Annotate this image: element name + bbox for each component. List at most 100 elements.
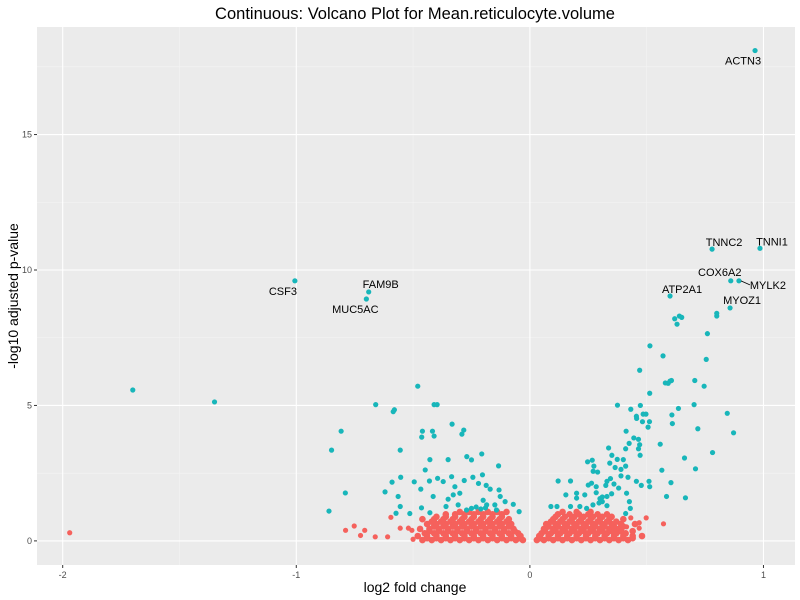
significant-point [211,399,218,405]
nonsignificant-point [643,515,649,521]
significant-point [429,428,436,434]
significant-point [478,506,484,512]
significant-point [604,503,610,509]
gene-label: MUC5AC [332,304,379,316]
significant-point [635,446,642,452]
significant-point [573,495,580,501]
significant-point [633,478,639,484]
nonsignificant-point [629,527,636,535]
significant-point [431,433,437,439]
significant-point [427,457,433,463]
significant-point [584,505,590,511]
significant-point [590,502,596,508]
gene-label: MYLK2 [750,280,786,292]
significant-point [502,499,508,505]
significant-point [461,427,467,433]
y-axis-title: -log10 adjusted p-value [5,223,21,369]
x-axis-title: log2 fold change [364,579,467,595]
nonsignificant-point [357,532,364,539]
significant-point [468,457,475,463]
significant-point [464,454,470,460]
nonsignificant-point [594,511,601,518]
significant-point [672,316,678,322]
y-tick-label: 5 [27,400,32,410]
significant-point [618,473,624,479]
nonsignificant-point [362,527,368,533]
significant-point [411,479,417,485]
significant-point [430,493,436,500]
significant-point [395,493,401,500]
significant-point [669,420,675,427]
nonsignificant-point [416,525,424,533]
significant-point [724,410,730,416]
significant-point [589,457,595,463]
significant-point [730,430,737,436]
significant-point [692,377,698,384]
nonsignificant-point [636,525,642,531]
significant-point [679,314,685,321]
nonsignificant-point [456,508,464,516]
significant-point [584,459,591,465]
chart-title: Continuous: Volcano Plot for Mean.reticu… [215,5,615,23]
significant-point [609,491,615,497]
significant-point [516,509,522,515]
significant-point [643,411,649,417]
nonsignificant-point [628,515,634,521]
significant-point [440,478,446,485]
significant-point [427,510,433,516]
significant-point [483,482,489,488]
significant-point [130,387,136,393]
significant-point [497,493,503,500]
nonsignificant-point [442,511,450,518]
significant-point [663,493,670,500]
significant-point [593,484,599,490]
significant-point [623,463,629,469]
significant-point [668,480,674,486]
significant-point [637,442,643,448]
gene-label: ATP2A1 [662,284,702,296]
significant-point [695,426,701,432]
significant-point [637,402,643,409]
significant-point [389,479,395,485]
significant-point [482,505,489,511]
labeled-point [727,305,733,311]
significant-point [435,475,441,481]
nonsignificant-point [636,520,642,526]
significant-point [463,507,470,513]
gene-label: MYOZ1 [723,295,761,307]
significant-point [480,497,486,503]
nonsignificant-point [620,515,627,523]
significant-point [647,390,653,396]
gene-label: ACTN3 [725,56,761,68]
nonsignificant-point [638,532,646,540]
gene-label: FAM9B [363,279,399,291]
significant-point [457,490,463,496]
labeled-point [752,47,758,54]
significant-point [645,424,651,430]
gene-label: COX6A2 [698,267,741,279]
significant-point [709,449,716,456]
significant-point [593,490,599,496]
significant-point [461,477,467,484]
significant-point [415,383,421,389]
significant-point [393,510,399,516]
significant-point [445,457,451,463]
significant-point [496,487,502,493]
significant-point [418,486,424,492]
significant-point [692,466,699,472]
significant-point [452,484,458,490]
nonsignificant-point [618,529,624,535]
significant-point [567,478,574,484]
significant-point [599,494,605,500]
significant-point [635,436,642,442]
significant-point [382,489,388,495]
significant-point [397,503,403,510]
y-tick-label: 15 [22,130,32,140]
labeled-point [728,278,734,284]
significant-point [628,406,634,412]
significant-point [419,434,425,440]
significant-point [612,464,618,471]
nonsignificant-point [397,525,403,531]
significant-point [646,478,652,484]
